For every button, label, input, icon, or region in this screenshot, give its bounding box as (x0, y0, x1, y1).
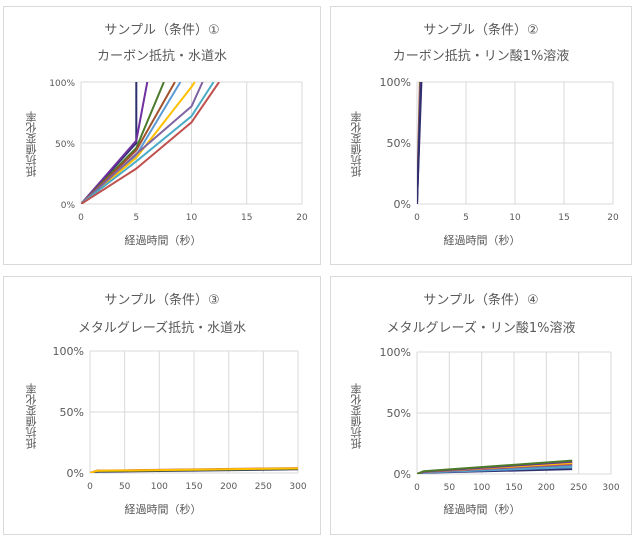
chart-subtitle: メタルグレーズ・リン酸1%溶液 (386, 321, 576, 336)
chart-title: サンプル（条件）① (104, 23, 220, 38)
x-tick-label: 100 (473, 483, 490, 493)
x-tick-label: 0 (414, 483, 420, 493)
chart-subtitle: カーボン抵抗・水道水 (96, 49, 227, 64)
chart-panel-4: 0 50 100 150 200 250 300 0% 50% 100% サンプル（条件）④ メタ… (330, 276, 632, 535)
series-line-8 (81, 82, 215, 204)
series-group (417, 82, 423, 204)
series-group (81, 82, 220, 204)
series-group (90, 467, 298, 473)
x-axis-label: 経過時間（秒） (124, 234, 202, 247)
y-tick-label: 0% (394, 468, 411, 481)
y-tick-label: 100% (380, 346, 411, 359)
x-tick-label: 5 (133, 213, 139, 223)
y-tick-label: 50% (387, 407, 411, 420)
chart-title: サンプル（条件）④ (423, 293, 539, 308)
y-tick-label: 50% (60, 406, 84, 419)
series-line-6 (81, 82, 196, 204)
x-tick-label: 15 (241, 213, 252, 223)
x-tick-label: 100 (151, 482, 168, 492)
x-tick-label: 50 (119, 482, 131, 492)
chart-1-plot: 0 5 10 15 20 0% 50% 100% (49, 79, 308, 223)
x-tick-label: 300 (289, 482, 306, 492)
y-tick-label: 0% (394, 198, 411, 211)
x-tick-label: 20 (296, 213, 308, 223)
x-axis-label: 経過時間（秒） (124, 503, 202, 516)
x-tick-label: 0 (87, 482, 93, 492)
x-tick-label: 250 (255, 482, 272, 492)
x-axis-label: 経過時間（秒） (443, 503, 521, 516)
y-tick-label: 50% (55, 140, 75, 150)
chart-subtitle: カーボン抵抗・リン酸1%溶液 (392, 49, 570, 64)
y-tick-label: 0% (61, 201, 76, 211)
x-tick-label: 5 (463, 213, 469, 223)
y-axis-label: 抵抗値変化率 (350, 111, 363, 177)
chart-title: サンプル（条件）③ (104, 293, 220, 308)
series-line-4 (90, 467, 298, 473)
y-tick-label: 100% (53, 345, 84, 358)
x-tick-label: 250 (570, 483, 587, 493)
y-axis-label: 抵抗値変化率 (25, 111, 38, 177)
x-tick-label: 150 (185, 482, 202, 492)
series-group (417, 459, 573, 474)
chart-4-plot: 0 50 100 150 200 250 300 0% 50% 100% (380, 346, 620, 493)
x-tick-label: 50 (444, 483, 456, 493)
x-tick-label: 200 (538, 483, 555, 493)
y-tick-label: 100% (380, 76, 411, 89)
y-axis-label: 抵抗値変化率 (350, 383, 363, 449)
series-line-2 (81, 82, 149, 204)
y-tick-label: 100% (49, 79, 75, 89)
y-tick-label: 50% (387, 137, 411, 150)
chart-title: サンプル（条件）② (423, 23, 539, 38)
chart-panel-2: 0 5 10 15 20 0% 50% 100% サンプル（条件）② カーボン抵抗・リン酸1%… (330, 6, 632, 265)
x-tick-label: 200 (220, 482, 237, 492)
chart-3-plot: 0 50 100 150 200 250 300 0% 50% 100% (53, 345, 307, 492)
series-line-7 (81, 82, 204, 204)
series-line-8 (417, 459, 573, 474)
chart-panel-3: 0 50 100 150 200 250 300 0% 50% 100% サンプル（条件）③ メタ… (3, 276, 321, 535)
series-line-4 (417, 82, 423, 204)
x-tick-label: 10 (186, 213, 198, 223)
chart-2-plot: 0 5 10 15 20 0% 50% 100% (380, 76, 619, 223)
x-tick-label: 300 (602, 483, 619, 493)
y-axis-label: 抵抗値変化率 (25, 383, 38, 449)
x-tick-label: 150 (505, 483, 522, 493)
x-tick-label: 10 (509, 213, 521, 223)
x-tick-label: 15 (558, 213, 569, 223)
x-axis-label: 経過時間（秒） (443, 234, 521, 247)
x-tick-label: 0 (78, 213, 84, 223)
series-line-9 (81, 82, 220, 204)
chart-subtitle: メタルグレーズ抵抗・水道水 (77, 321, 247, 336)
x-tick-label: 0 (414, 213, 420, 223)
chart-panel-1: 0 5 10 15 20 0% 50% 100% サンプル（条件）① カーボン抵抗・水道水 抵… (3, 6, 321, 265)
x-tick-label: 20 (607, 213, 619, 223)
y-tick-label: 0% (67, 467, 84, 480)
